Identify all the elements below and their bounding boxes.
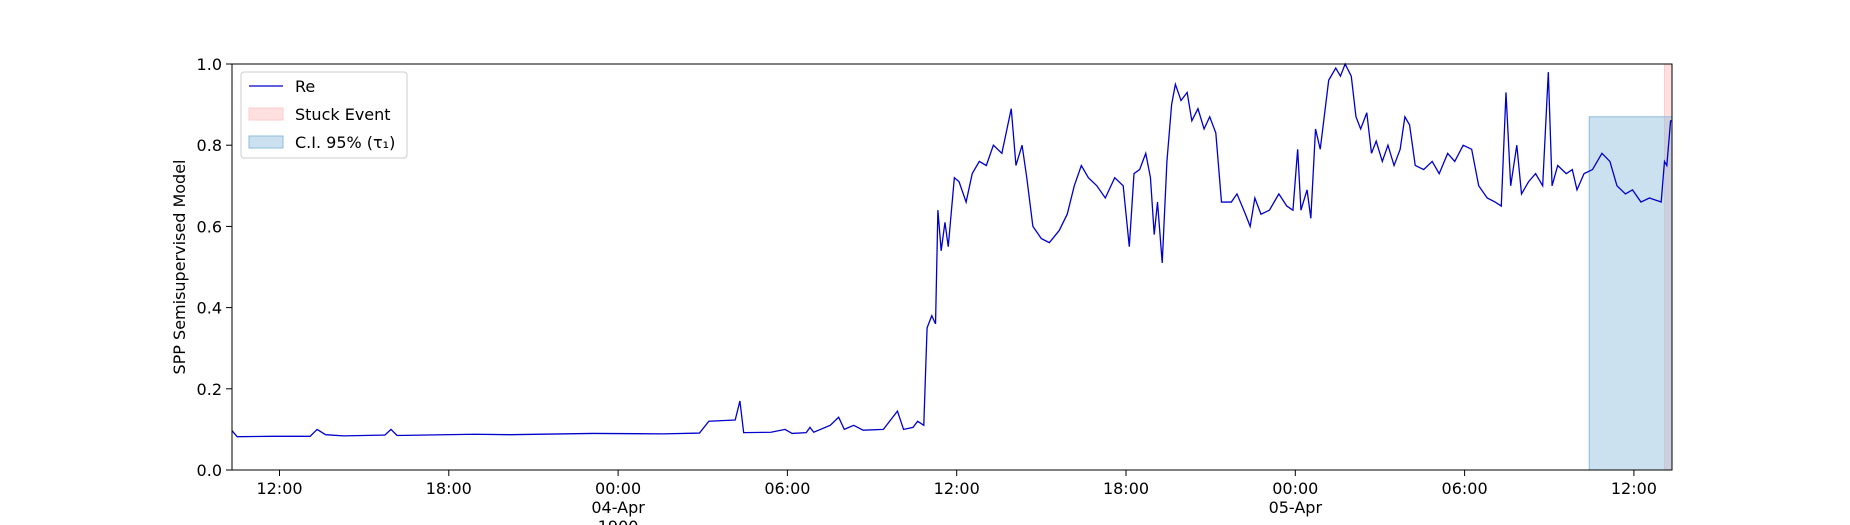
y-tick-label: 0.2 xyxy=(197,380,222,399)
x-tick-label-line: 18:00 xyxy=(1103,479,1149,498)
x-tick-label-line: 06:00 xyxy=(764,479,810,498)
x-tick-label-line: 00:00 xyxy=(595,479,641,498)
y-tick-label: 1.0 xyxy=(197,55,222,74)
y-tick-label: 0.6 xyxy=(197,217,222,236)
x-tick-label: 18:00 xyxy=(426,479,472,498)
legend-patch xyxy=(248,107,284,121)
y-axis-label: SPP Semisupervised Model xyxy=(170,160,189,375)
x-tick-label-line: 04-Apr xyxy=(591,498,645,517)
x-tick-label-line: 12:00 xyxy=(256,479,302,498)
plot-frame xyxy=(231,63,1673,471)
x-tick-label-line: 1900 xyxy=(598,517,639,525)
legend-label: Re xyxy=(295,77,315,96)
x-tick-label-line: 18:00 xyxy=(426,479,472,498)
x-tick-label: 12:00 xyxy=(256,479,302,498)
y-tick-label: 0.8 xyxy=(197,136,222,155)
x-tick-label-line: 00:00 xyxy=(1272,479,1318,498)
x-tick-label-line: 06:00 xyxy=(1442,479,1488,498)
x-tick-label: 12:00 xyxy=(934,479,980,498)
legend-label: C.I. 95% (τ₁) xyxy=(295,133,395,152)
x-tick-label-line: 12:00 xyxy=(1611,479,1657,498)
x-tick-label-line: 05-Apr xyxy=(1269,498,1323,517)
x-tick-label: 18:00 xyxy=(1103,479,1149,498)
x-tick-label: 00:00 05-Apr xyxy=(1269,479,1323,517)
x-tick-label: 06:00 xyxy=(764,479,810,498)
x-tick-label: 12:00 xyxy=(1611,479,1657,498)
line xyxy=(231,62,1672,438)
y-tick-label: 0.4 xyxy=(197,299,222,318)
span xyxy=(1588,116,1673,471)
legend-patch xyxy=(248,135,284,149)
x-tick-label: 06:00 xyxy=(1442,479,1488,498)
legend-label: Stuck Event xyxy=(295,105,391,124)
x-tick-label-line: 12:00 xyxy=(934,479,980,498)
y-tick-label: 0.0 xyxy=(197,461,222,480)
